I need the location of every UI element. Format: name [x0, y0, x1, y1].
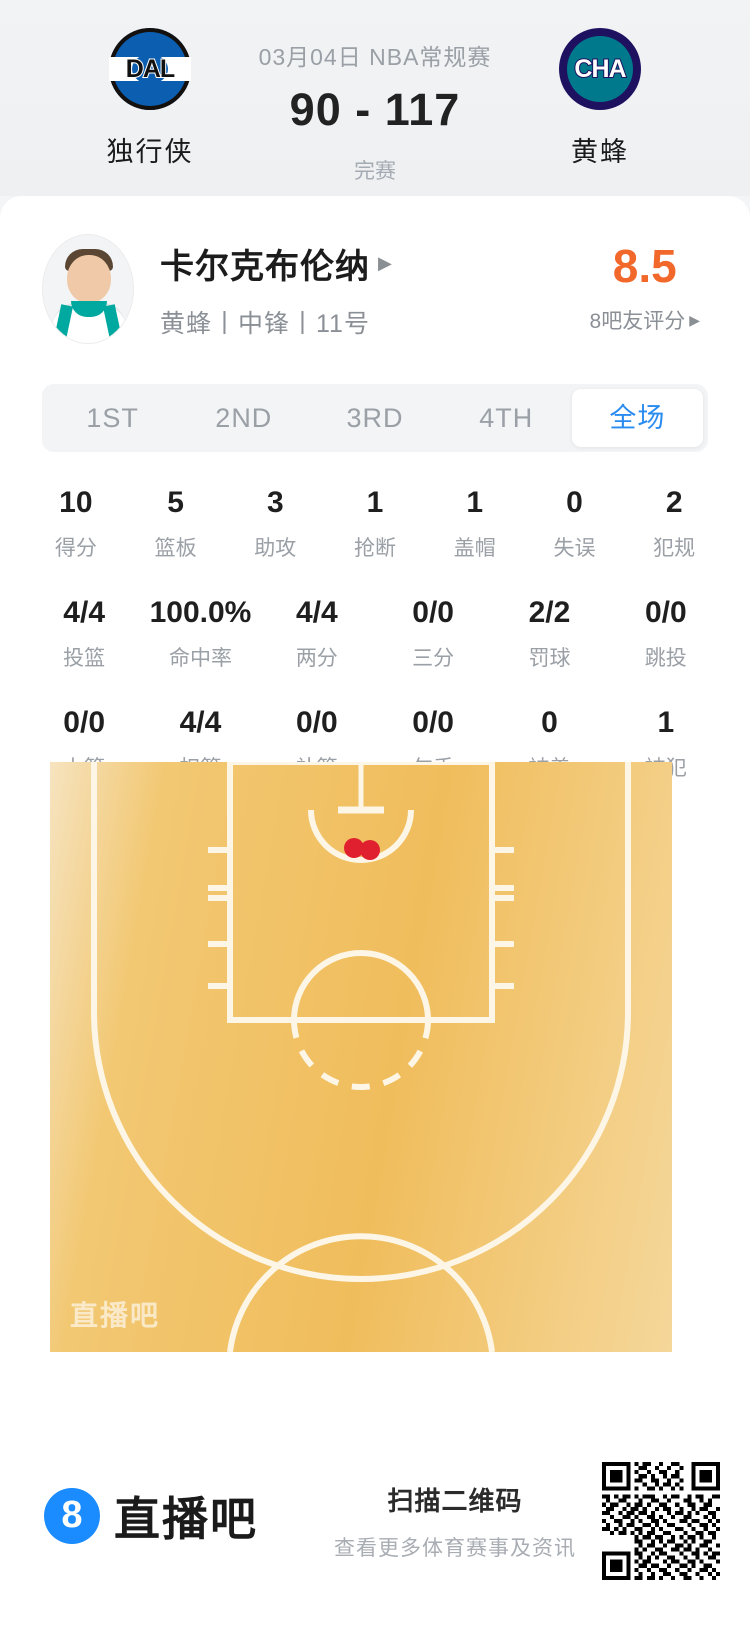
player-avatar — [42, 234, 134, 344]
qr-code-icon[interactable] — [602, 1462, 720, 1580]
stat-steals: 1 抢断 — [325, 486, 425, 562]
tab-4th[interactable]: 4TH — [479, 403, 534, 433]
rating-label: 8吧友评分 — [589, 310, 686, 333]
brand-badge-icon: 8 — [44, 1487, 100, 1544]
stat-value: 4/4 — [295, 596, 338, 629]
stat-label: 命中率 — [168, 647, 232, 670]
qr-caption: 扫描二维码 查看更多体育赛事及资讯 — [334, 1481, 576, 1562]
stat-turnovers: 0 失误 — [525, 486, 625, 562]
stat-value: 4/4 — [179, 706, 222, 739]
stat-fouls: 2 犯规 — [624, 486, 724, 562]
logo-ring — [132, 54, 168, 84]
player-rating[interactable]: 8.5 8吧友评分 ▶ — [590, 243, 708, 335]
player-name-row[interactable]: 卡尔克布伦纳 ▶ — [160, 239, 590, 288]
stat-label: 助攻 — [254, 537, 297, 560]
stat-value: 100.0% — [149, 596, 252, 629]
stats-row-basic: 10 得分 5 篮板 3 助攻 1 抢断 1 盖帽 0 失误 — [26, 486, 724, 562]
stat-value: 0/0 — [295, 706, 338, 739]
shot-marker — [360, 840, 380, 860]
stat-value: 2/2 — [528, 596, 571, 629]
stat-value: 0/0 — [412, 706, 454, 739]
stat-value: 1 — [657, 706, 675, 739]
stat-value: 1 — [366, 486, 384, 519]
stat-jump-shots: 0/0 跳投 — [608, 596, 724, 672]
stat-label: 盖帽 — [453, 537, 496, 560]
stat-label: 抢断 — [354, 537, 397, 560]
scoreboard: DAL 独行侠 03月04日 NBA常规赛 90 - 117 完赛 CHA 黄蜂 — [0, 0, 750, 196]
stat-label: 三分 — [412, 647, 455, 670]
home-team[interactable]: DAL 独行侠 — [60, 28, 240, 169]
shot-marker — [344, 838, 364, 858]
tab-2nd[interactable]: 2ND — [215, 403, 273, 433]
stat-free-throws: 2/2 罚球 — [491, 596, 607, 672]
stat-value: 5 — [167, 486, 184, 519]
tab-full-game[interactable]: 全场 — [571, 389, 704, 447]
stat-points: 10 得分 — [26, 486, 126, 562]
stat-field-goal-pct: 100.0% 命中率 — [142, 596, 258, 672]
final-score: 90 - 117 — [289, 84, 461, 135]
stat-value: 2 — [665, 486, 683, 519]
stats-grid: 10 得分 5 篮板 3 助攻 1 抢断 1 盖帽 0 失误 — [0, 486, 750, 782]
qr-subtitle: 查看更多体育赛事及资讯 — [334, 1536, 576, 1560]
brand-name: 直播吧 — [114, 1492, 258, 1545]
tab-1st[interactable]: 1ST — [86, 403, 139, 433]
stat-value: 0 — [541, 706, 558, 739]
stat-label: 投篮 — [63, 647, 106, 670]
shot-chart-court[interactable]: 直播吧 — [50, 762, 672, 1352]
match-status: 完赛 — [354, 160, 396, 183]
chevron-right-icon: ▶ — [689, 311, 700, 328]
avatar-jersey-collar — [71, 301, 107, 317]
court-lines — [91, 762, 631, 1352]
stat-rebounds: 5 篮板 — [126, 486, 226, 562]
avatar-face — [67, 255, 111, 303]
home-team-logo-icon: DAL — [109, 28, 191, 110]
stat-two-pointers: 4/4 两分 — [259, 596, 375, 672]
brand-logo[interactable]: 8 直播吧 — [44, 1483, 258, 1549]
stat-label: 失误 — [553, 537, 596, 560]
chevron-right-icon: ▶ — [378, 252, 392, 273]
stats-row-shooting: 4/4 投篮 100.0% 命中率 4/4 两分 0/0 三分 2/2 罚球 0… — [26, 596, 724, 672]
court-watermark: 直播吧 — [70, 1300, 161, 1331]
home-team-name: 独行侠 — [106, 137, 194, 167]
stat-label: 罚球 — [528, 647, 571, 670]
stat-value: 1 — [466, 486, 484, 519]
stat-value: 4/4 — [63, 596, 106, 629]
stat-three-pointers: 0/0 三分 — [375, 596, 491, 672]
stat-value: 0 — [566, 486, 583, 519]
score-summary: 03月04日 NBA常规赛 90 - 117 完赛 — [240, 28, 510, 185]
player-name: 卡尔克布伦纳 — [160, 247, 370, 286]
period-tabs[interactable]: 1ST 2ND 3RD 4TH 全场 — [42, 384, 708, 452]
stat-assists: 3 助攻 — [225, 486, 325, 562]
player-header: 卡尔克布伦纳 ▶ 黄蜂丨中锋丨11号 8.5 8吧友评分 ▶ — [0, 196, 750, 344]
stat-value: 0/0 — [63, 706, 106, 739]
stat-label: 犯规 — [653, 537, 696, 560]
home-team-abbr: DAL — [125, 54, 176, 84]
stat-label: 得分 — [54, 537, 97, 560]
stat-blocks: 1 盖帽 — [425, 486, 525, 562]
stat-label: 篮板 — [154, 537, 197, 560]
away-team-abbr: CHA — [573, 54, 627, 84]
tab-3rd[interactable]: 3RD — [346, 403, 404, 433]
footer: 8 直播吧 扫描二维码 查看更多体育赛事及资讯 — [0, 1402, 750, 1629]
match-title: 03月04日 NBA常规赛 — [258, 44, 492, 70]
stat-value: 0/0 — [644, 596, 687, 629]
stat-label: 跳投 — [644, 647, 687, 670]
logo-inner-circle — [567, 36, 633, 102]
qr-title: 扫描二维码 — [387, 1485, 523, 1516]
away-team-logo-icon: CHA — [559, 28, 641, 110]
player-info: 卡尔克布伦纳 ▶ 黄蜂丨中锋丨11号 — [160, 239, 590, 340]
rating-label-row: 8吧友评分 ▶ — [590, 305, 700, 335]
away-team-name: 黄蜂 — [571, 137, 629, 167]
rating-value: 8.5 — [612, 240, 677, 292]
stat-value: 3 — [266, 486, 284, 519]
stat-value: 10 — [59, 486, 93, 519]
player-meta: 黄蜂丨中锋丨11号 — [160, 309, 370, 338]
qr-section: 扫描二维码 查看更多体育赛事及资讯 — [334, 1462, 720, 1580]
stat-field-goals: 4/4 投篮 — [26, 596, 142, 672]
away-team[interactable]: CHA 黄蜂 — [510, 28, 690, 169]
stat-label: 两分 — [295, 647, 338, 670]
stat-value: 0/0 — [412, 596, 454, 629]
